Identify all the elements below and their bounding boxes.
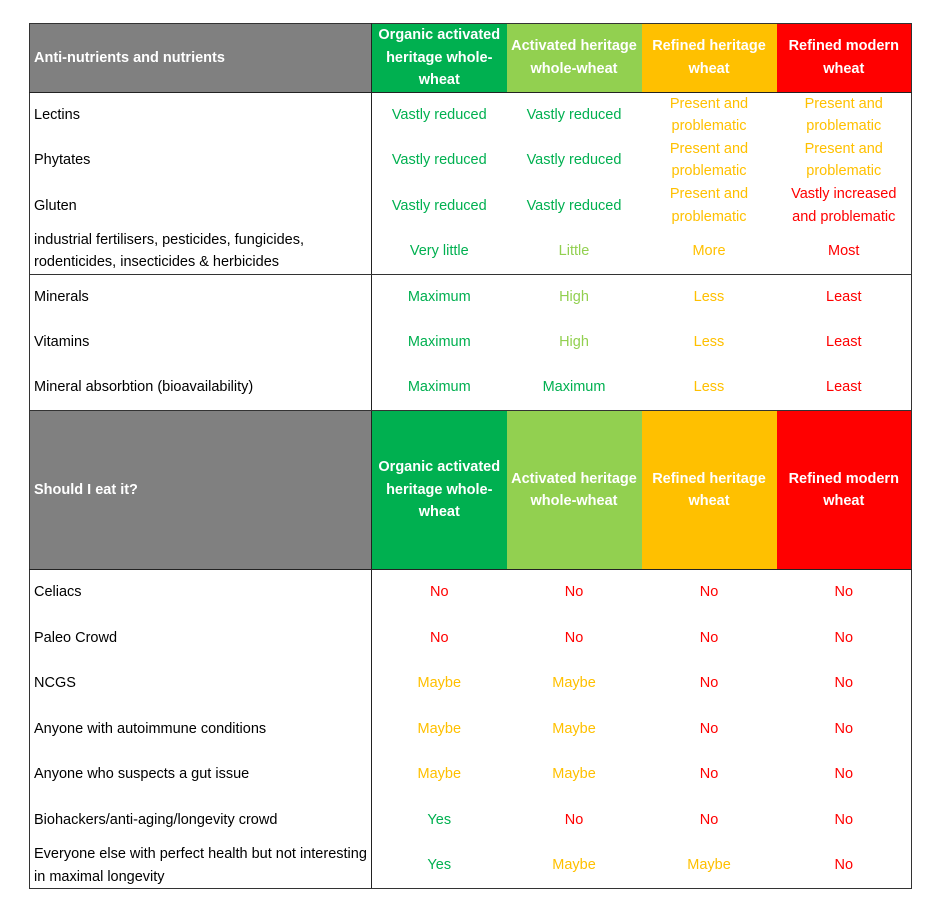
rating-cell: Maximum — [407, 334, 471, 350]
rating-cell: No — [699, 720, 719, 737]
table-row: industrial fertilisers, pesticides, fung… — [29, 228, 912, 275]
row-label: Mineral absorbtion (bioavailability) — [29, 365, 372, 411]
table-row: Celiacs No No No No — [29, 569, 912, 616]
rating-cell: Maximum — [371, 365, 507, 411]
rating-cell: Present and problematic — [669, 95, 749, 135]
table-row: Everyone else with perfect health but no… — [29, 843, 912, 890]
rating-cell: Most — [776, 228, 912, 275]
table-row: Vitamins Maximum High Less Least — [29, 319, 912, 365]
rating-cell: Less — [693, 334, 725, 350]
rating-cell: Maximum — [506, 365, 642, 411]
rating-cell: No — [699, 766, 719, 783]
rating-cell: No — [699, 675, 719, 692]
row-label: Anyone with autoimmune conditions — [29, 706, 372, 752]
rating-cell: No — [834, 766, 854, 783]
rating-cell: Less — [641, 365, 777, 411]
row-label: Gluten — [29, 183, 372, 229]
row-label: Vitamins — [29, 319, 372, 365]
rating-cell: No — [429, 629, 449, 646]
rating-cell: Maybe — [641, 843, 777, 890]
rating-cell: No — [834, 584, 854, 601]
rating-cell: No — [564, 812, 584, 829]
row-label: Paleo Crowd — [29, 615, 372, 661]
rating-cell: No — [699, 584, 719, 601]
rating-cell: Present and problematic — [804, 140, 883, 180]
table-row: Paleo Crowd No No No No — [29, 615, 912, 661]
rating-cell: Yes — [427, 812, 452, 829]
table-row: Anyone who suspects a gut issue Maybe Mayb… — [29, 751, 912, 798]
column-header: Activated heritage whole-wheat — [506, 410, 642, 570]
section1-header-row: Anti-nutrients and nutrients Organic acti… — [29, 23, 912, 93]
section1-title: Anti-nutrients and nutrients — [29, 23, 372, 93]
rating-cell: No — [834, 675, 854, 692]
table-row: Minerals Maximum High Less Least — [29, 274, 912, 320]
rating-cell: High — [559, 288, 589, 305]
rating-cell: Maximum — [407, 288, 471, 305]
row-label: Celiacs — [29, 569, 372, 616]
rating-cell: Vastly increased and problematic — [791, 186, 897, 225]
column-header: Organic activated heritage whole-wheat — [371, 410, 507, 570]
rating-cell: Vastly reduced — [526, 106, 622, 123]
rating-cell: High — [559, 334, 589, 350]
row-label: Everyone else with perfect health but no… — [29, 843, 372, 890]
rating-cell: Yes — [371, 843, 507, 890]
column-header: Refined heritage wheat — [641, 23, 777, 93]
row-label: Anyone who suspects a gut issue — [29, 751, 372, 798]
rating-cell: Maybe — [417, 675, 462, 692]
table-row: Phytates Vastly reduced Vastly reduced Pres… — [29, 137, 912, 183]
table-row: Lectins Vastly reduced Vastly reduced Prese… — [29, 92, 912, 138]
rating-cell: Least — [826, 288, 862, 305]
section2-header-row: Should I eat it? Organic activated herita… — [29, 410, 912, 570]
rating-cell: Maybe — [417, 720, 462, 737]
rating-cell: Less — [693, 288, 725, 305]
row-label: industrial fertilisers, pesticides, fung… — [29, 228, 372, 275]
row-label: NCGS — [29, 660, 372, 707]
rating-cell: No — [429, 584, 449, 601]
row-label: Biohackers/anti-aging/longevity crowd — [29, 797, 372, 844]
rating-cell: No — [699, 629, 719, 646]
column-header: Organic activated heritage whole-wheat — [371, 23, 507, 93]
rating-cell: No — [699, 812, 719, 829]
column-header: Activated heritage whole-wheat — [506, 23, 642, 93]
rating-cell: Maybe — [552, 720, 596, 737]
rating-cell: No — [776, 843, 912, 890]
rating-cell: Least — [826, 334, 862, 350]
rating-cell: No — [834, 629, 854, 646]
rating-cell: No — [834, 720, 854, 737]
table-row: Biohackers/anti-aging/longevity crowd Yes… — [29, 797, 912, 844]
rating-cell: Vastly reduced — [391, 197, 487, 214]
column-header: Refined modern wheat — [776, 23, 912, 93]
rating-cell: Present and problematic — [669, 140, 749, 180]
column-header: Refined modern wheat — [776, 410, 912, 570]
row-label: Minerals — [29, 274, 372, 320]
rating-cell: Maybe — [417, 766, 462, 783]
rating-cell: Maybe — [506, 843, 642, 890]
row-label: Lectins — [29, 92, 372, 138]
rating-cell: Very little — [371, 228, 507, 275]
rating-cell: Vastly reduced — [526, 197, 622, 214]
table-row: Anyone with autoimmune conditions Maybe Ma… — [29, 706, 912, 752]
rating-cell: Vastly reduced — [526, 152, 622, 168]
section2-title: Should I eat it? — [29, 410, 372, 570]
rating-cell: Present and problematic — [804, 95, 883, 135]
table-row: Gluten Vastly reduced Vastly reduced Presen… — [29, 183, 912, 229]
rating-cell: Vastly reduced — [391, 106, 487, 123]
rating-cell: Little — [506, 228, 642, 275]
column-header: Refined heritage wheat — [641, 410, 777, 570]
rating-cell: More — [641, 228, 777, 275]
row-label: Phytates — [29, 137, 372, 183]
wheat-comparison-table: Anti-nutrients and nutrients Organic acti… — [29, 23, 912, 890]
rating-cell: Maybe — [552, 675, 596, 692]
rating-cell: No — [564, 629, 584, 646]
table-row: NCGS Maybe Maybe No No — [29, 660, 912, 707]
rating-cell: No — [834, 812, 854, 829]
rating-cell: No — [564, 584, 584, 601]
table-row: Mineral absorbtion (bioavailability) Maxi… — [29, 365, 912, 411]
rating-cell: Present and problematic — [669, 186, 749, 225]
rating-cell: Least — [776, 365, 912, 411]
rating-cell: Maybe — [552, 766, 596, 783]
rating-cell: Vastly reduced — [391, 152, 487, 168]
